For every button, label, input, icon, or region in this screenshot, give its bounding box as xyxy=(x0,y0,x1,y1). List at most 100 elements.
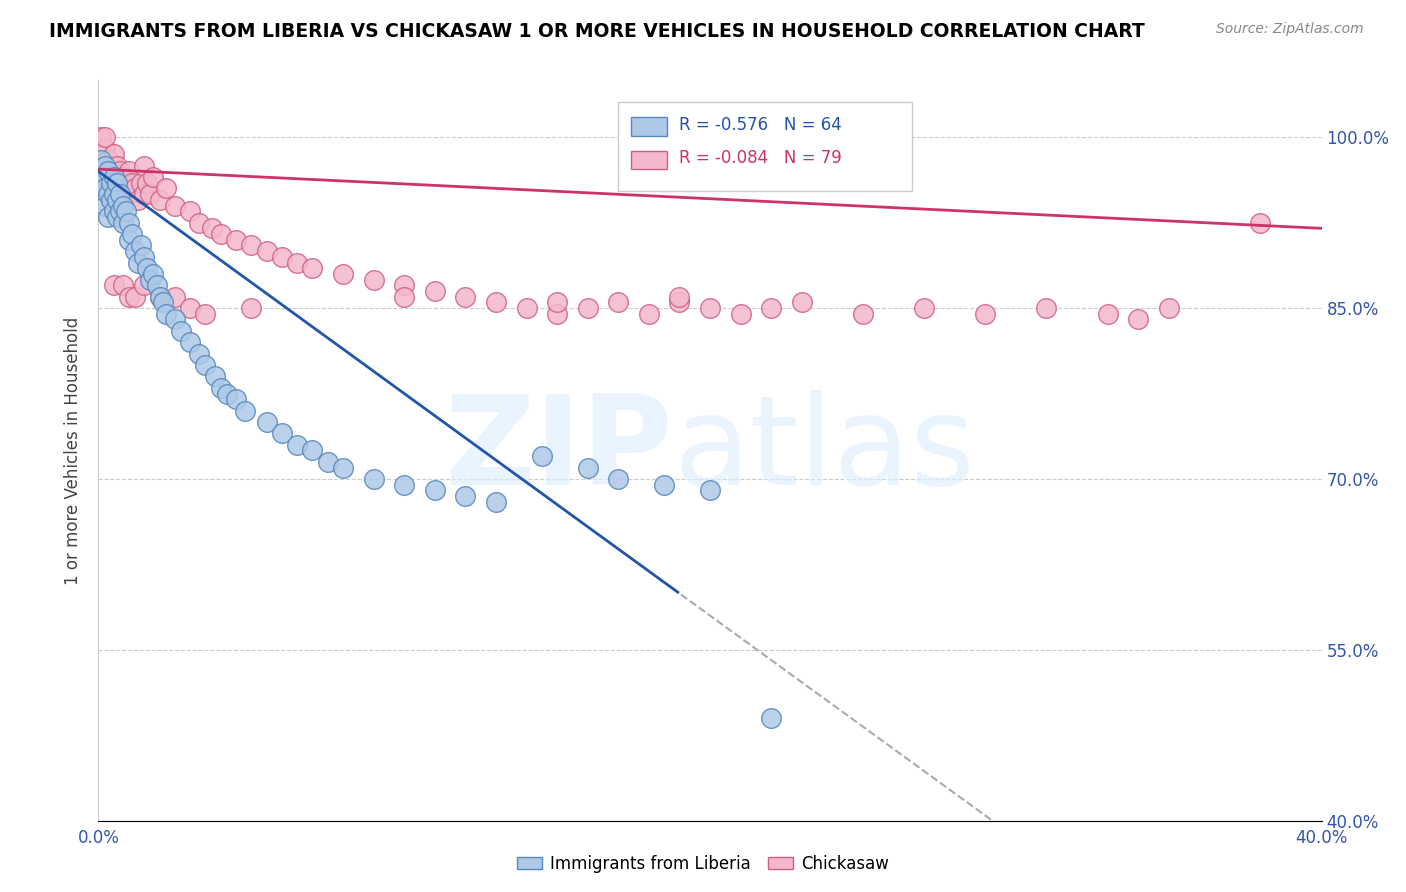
Point xyxy=(730,307,752,321)
Point xyxy=(121,176,143,190)
Bar xyxy=(630,118,668,136)
Point xyxy=(516,301,538,315)
Point xyxy=(134,278,156,293)
Point xyxy=(118,164,141,178)
Point xyxy=(546,295,568,310)
Point xyxy=(155,307,177,321)
Point xyxy=(163,198,186,212)
Point xyxy=(124,181,146,195)
Point xyxy=(149,290,172,304)
Point xyxy=(118,233,141,247)
Point xyxy=(204,369,226,384)
Point xyxy=(118,187,141,202)
Point xyxy=(121,227,143,241)
Point xyxy=(93,170,115,185)
Point xyxy=(105,193,128,207)
Point xyxy=(111,216,134,230)
Point xyxy=(105,159,128,173)
Point xyxy=(759,301,782,315)
Point xyxy=(423,284,446,298)
Point xyxy=(111,170,134,185)
Point xyxy=(240,238,263,252)
Point xyxy=(103,278,125,293)
Point xyxy=(105,187,128,202)
Point xyxy=(285,438,308,452)
Point xyxy=(270,426,292,441)
Point xyxy=(139,272,162,286)
Point xyxy=(108,164,131,178)
Point xyxy=(652,477,675,491)
Point xyxy=(127,255,149,269)
Point xyxy=(149,193,172,207)
Point xyxy=(97,187,120,202)
Point xyxy=(108,187,131,202)
Point xyxy=(363,272,385,286)
Point xyxy=(115,204,138,219)
Point xyxy=(392,290,416,304)
Point xyxy=(93,198,115,212)
Point xyxy=(530,449,553,463)
Point xyxy=(256,244,278,259)
Point xyxy=(209,381,232,395)
Point xyxy=(188,346,211,360)
Point xyxy=(103,170,125,185)
Point xyxy=(103,187,125,202)
Point xyxy=(105,210,128,224)
Point xyxy=(285,255,308,269)
Y-axis label: 1 or more Vehicles in Household: 1 or more Vehicles in Household xyxy=(65,317,83,584)
Point xyxy=(607,295,630,310)
Point xyxy=(129,238,152,252)
Point xyxy=(607,472,630,486)
Point xyxy=(225,233,247,247)
Point xyxy=(103,147,125,161)
Point xyxy=(90,130,112,145)
Point xyxy=(392,477,416,491)
Point xyxy=(1157,301,1180,315)
Point xyxy=(194,307,217,321)
Text: Source: ZipAtlas.com: Source: ZipAtlas.com xyxy=(1216,22,1364,37)
Text: atlas: atlas xyxy=(673,390,976,511)
Point xyxy=(699,301,721,315)
Point xyxy=(149,290,172,304)
Point xyxy=(637,307,661,321)
Point xyxy=(485,295,508,310)
Text: IMMIGRANTS FROM LIBERIA VS CHICKASAW 1 OR MORE VEHICLES IN HOUSEHOLD CORRELATION: IMMIGRANTS FROM LIBERIA VS CHICKASAW 1 O… xyxy=(49,22,1144,41)
Point xyxy=(790,295,813,310)
Point xyxy=(136,176,159,190)
Point xyxy=(108,193,131,207)
Point xyxy=(301,443,323,458)
Point xyxy=(912,301,935,315)
Point xyxy=(363,472,385,486)
Point xyxy=(454,290,477,304)
Point xyxy=(136,261,159,276)
Point xyxy=(115,176,138,190)
Point xyxy=(100,181,122,195)
Point xyxy=(118,216,141,230)
Point xyxy=(105,176,128,190)
Point xyxy=(699,483,721,498)
FancyBboxPatch shape xyxy=(619,103,912,191)
Point xyxy=(134,250,156,264)
Point xyxy=(145,278,167,293)
Point xyxy=(225,392,247,407)
Point xyxy=(215,386,238,401)
Point xyxy=(668,295,690,310)
Point xyxy=(332,267,354,281)
Point xyxy=(155,181,177,195)
Point xyxy=(170,324,193,338)
Point xyxy=(90,176,112,190)
Bar xyxy=(630,151,668,169)
Point xyxy=(179,204,201,219)
Point xyxy=(90,164,112,178)
Point xyxy=(93,159,115,173)
Point xyxy=(576,301,599,315)
Point xyxy=(93,181,115,195)
Point xyxy=(100,159,122,173)
Point xyxy=(111,198,134,212)
Point xyxy=(1035,301,1057,315)
Legend: Immigrants from Liberia, Chickasaw: Immigrants from Liberia, Chickasaw xyxy=(510,848,896,880)
Point xyxy=(93,130,115,145)
Point xyxy=(134,187,156,202)
Point xyxy=(100,193,122,207)
Point xyxy=(103,170,125,185)
